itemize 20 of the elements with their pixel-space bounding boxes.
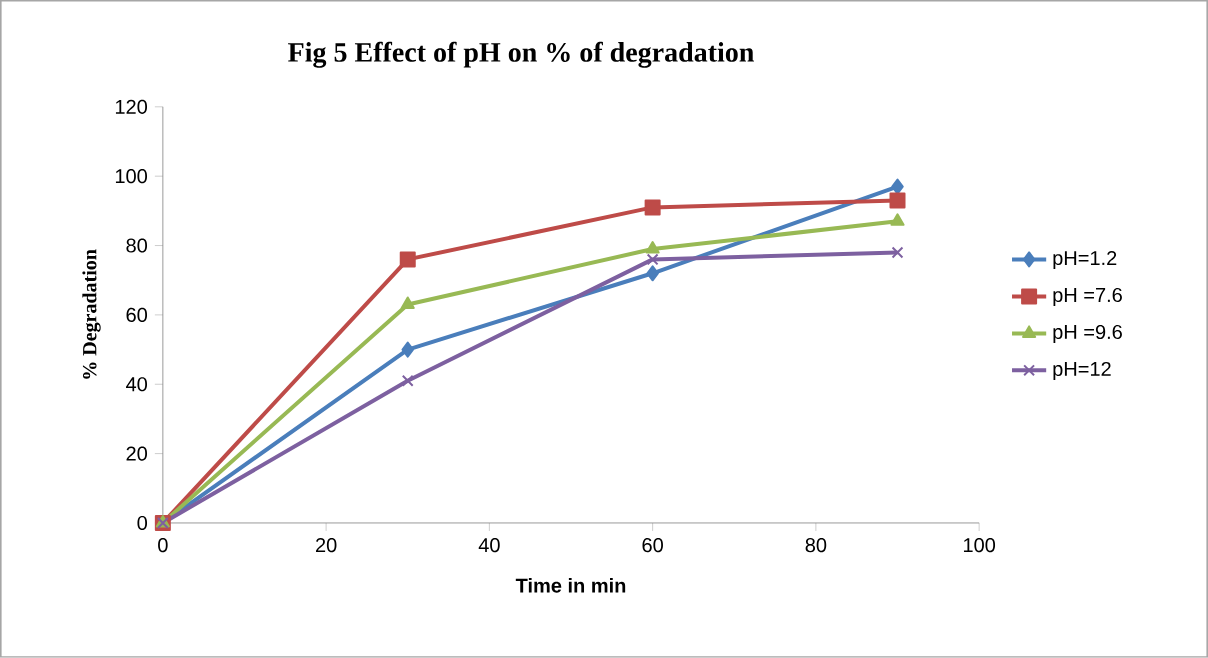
y-tick-label: 120 — [115, 99, 148, 114]
y-tick-label: 40 — [126, 377, 148, 392]
y-tick-label: 100 — [115, 169, 148, 184]
x-tick-label: 100 — [963, 538, 996, 553]
legend-label: pH =7.6 — [1053, 288, 1122, 307]
y-tick-label: 60 — [126, 307, 148, 323]
y-tick-label: 0 — [137, 515, 148, 531]
legend-label: pH=12 — [1053, 361, 1111, 381]
x-tick-label: 40 — [478, 538, 500, 553]
x-tick-label: 20 — [315, 538, 337, 553]
chart-title: Fig 5 Effect of pH on % of degradation — [288, 41, 754, 68]
legend-label: pH=1.2 — [1053, 251, 1117, 270]
x-tick-label: 60 — [642, 538, 663, 553]
y-axis-title: % Degradation — [82, 249, 101, 379]
x-tick-label: 0 — [158, 538, 168, 553]
y-tick-label: 80 — [126, 238, 148, 253]
y-tick-label: 20 — [126, 446, 148, 461]
x-tick-label: 80 — [805, 538, 827, 553]
legend-label: pH =9.6 — [1053, 325, 1122, 344]
x-axis-title: Time in min — [515, 578, 626, 593]
